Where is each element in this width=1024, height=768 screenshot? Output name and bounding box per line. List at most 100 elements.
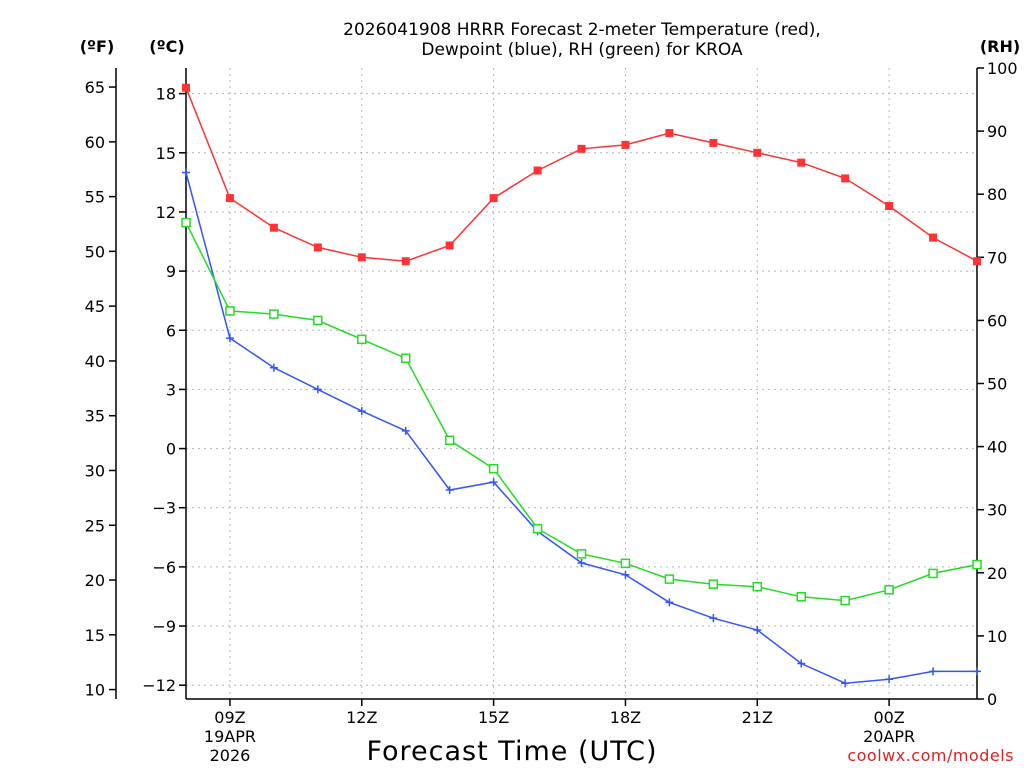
x-tick-year-label: 2026 (210, 746, 251, 765)
rh-point (400, 353, 411, 364)
temperature-point (621, 140, 630, 149)
rh-point (225, 306, 235, 316)
temperature-point (445, 241, 454, 250)
rh-point (357, 334, 367, 345)
temperature-series (182, 83, 981, 266)
dewpoint-point (753, 625, 762, 634)
temperature-line (185, 87, 978, 262)
rh-tick-label: 30 (987, 501, 1007, 520)
x-tick-label: 15Z (478, 708, 509, 727)
fahrenheit-tick-label: 40 (85, 352, 105, 371)
fahrenheit-tick-label: 35 (85, 407, 105, 426)
rh-point (576, 549, 587, 559)
rh-tick-label: 0 (987, 690, 997, 709)
dewpoint-point (973, 667, 981, 676)
rh-point (840, 595, 850, 606)
dewpoint-series (182, 168, 981, 688)
fahrenheit-tick-label: 10 (85, 681, 105, 700)
x-tick-date-label: 19APR (204, 727, 256, 746)
temperature-point (269, 223, 278, 232)
dewpoint-point (357, 407, 366, 416)
rh-tick-label: 10 (987, 627, 1007, 646)
x-tick-label: 09Z (214, 708, 245, 727)
rh-tick-label: 50 (987, 375, 1007, 394)
celsius-tick-label: −3 (152, 499, 176, 518)
dewpoint-point (709, 614, 718, 623)
dewpoint-point (313, 385, 322, 394)
temperature-point (665, 129, 674, 138)
celsius-tick-label: 6 (166, 321, 176, 340)
celsius-tick-label: 3 (166, 380, 176, 399)
celsius-tick-label: −6 (152, 558, 176, 577)
dewpoint-point (269, 363, 278, 372)
fahrenheit-tick-label: 45 (85, 297, 105, 316)
dewpoint-point (182, 168, 190, 177)
rh-tick-label: 90 (987, 122, 1007, 141)
temperature-point (929, 233, 938, 242)
celsius-tick-label: 18 (156, 85, 176, 104)
dewpoint-point (445, 485, 454, 494)
celsius-tick-label: −9 (152, 617, 176, 636)
rh-unit-label: (RH) (980, 37, 1020, 56)
temperature-point (225, 194, 234, 203)
celsius-tick-label: 12 (156, 203, 176, 222)
dewpoint-point (841, 679, 850, 688)
rh-point (972, 559, 982, 570)
temperature-point (973, 257, 981, 266)
dewpoint-point (885, 675, 894, 684)
rh-point (620, 558, 631, 569)
celsius-tick-label: 9 (166, 262, 176, 281)
rh-point (752, 581, 763, 592)
x-tick-label: 00Z (873, 708, 904, 727)
rh-tick-label: 60 (987, 311, 1007, 330)
dewpoint-point (621, 570, 630, 579)
temperature-point (885, 202, 894, 211)
dewpoint-point (929, 667, 938, 676)
x-axis-title: Forecast Time (UTC) (366, 736, 657, 767)
temperature-point (709, 138, 718, 147)
axis-ticks: 1815129630−3−6−9−12656055504540353025201… (85, 59, 1018, 765)
temperature-point (182, 83, 190, 92)
watermark: coolwx.com/models (847, 746, 1014, 765)
dewpoint-point (225, 334, 234, 343)
dewpoint-point (577, 558, 586, 567)
celsius-tick-label: 0 (166, 440, 176, 459)
temperature-point (489, 194, 498, 203)
temperature-point (753, 148, 762, 157)
fahrenheit-tick-label: 20 (85, 571, 105, 590)
x-tick-label: 12Z (346, 708, 377, 727)
celsius-tick-label: −12 (142, 676, 176, 695)
fahrenheit-tick-label: 15 (85, 626, 105, 645)
fahrenheit-unit-label: (ºF) (80, 37, 115, 56)
rh-point (664, 574, 675, 584)
dewpoint-point (665, 598, 674, 607)
fahrenheit-tick-label: 25 (85, 516, 105, 535)
x-tick-label: 21Z (742, 708, 773, 727)
rh-tick-label: 100 (987, 59, 1018, 78)
rh-point (708, 579, 719, 589)
rh-point (444, 435, 455, 446)
fahrenheit-tick-label: 50 (85, 242, 105, 261)
rh-point (313, 315, 323, 326)
rh-line (185, 222, 978, 602)
rh-point (269, 309, 279, 319)
temperature-point (797, 158, 806, 167)
dewpoint-point (489, 478, 498, 487)
temperature-point (577, 144, 586, 153)
temperature-point (357, 253, 366, 262)
fahrenheit-tick-label: 55 (85, 188, 105, 207)
temperature-point (313, 243, 322, 252)
rh-point (181, 217, 191, 228)
rh-point (532, 523, 543, 534)
dewpoint-point (401, 426, 410, 435)
x-tick-date-label: 20APR (863, 727, 915, 746)
temperature-point (841, 174, 850, 183)
x-tick-label: 18Z (610, 708, 641, 727)
celsius-unit-label: (ºC) (149, 37, 184, 56)
fahrenheit-tick-label: 65 (85, 78, 105, 97)
rh-point (884, 585, 894, 595)
temperature-point (401, 257, 410, 266)
rh-tick-label: 80 (987, 185, 1007, 204)
celsius-tick-label: 15 (156, 144, 176, 163)
